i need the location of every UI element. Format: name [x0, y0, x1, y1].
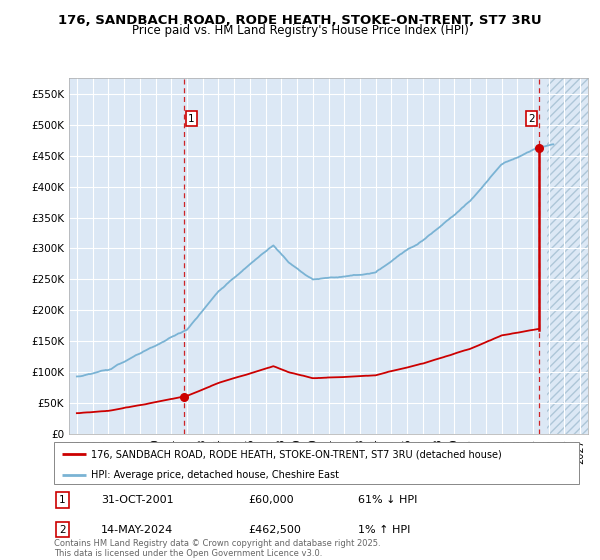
Text: 2: 2	[528, 114, 535, 124]
Text: Contains HM Land Registry data © Crown copyright and database right 2025.
This d: Contains HM Land Registry data © Crown c…	[54, 539, 380, 558]
Text: 2: 2	[59, 525, 66, 535]
Text: 14-MAY-2024: 14-MAY-2024	[101, 525, 173, 535]
Text: 176, SANDBACH ROAD, RODE HEATH, STOKE-ON-TRENT, ST7 3RU: 176, SANDBACH ROAD, RODE HEATH, STOKE-ON…	[58, 14, 542, 27]
Text: £462,500: £462,500	[248, 525, 301, 535]
Text: 1: 1	[59, 495, 66, 505]
Text: 61% ↓ HPI: 61% ↓ HPI	[359, 495, 418, 505]
Text: 176, SANDBACH ROAD, RODE HEATH, STOKE-ON-TRENT, ST7 3RU (detached house): 176, SANDBACH ROAD, RODE HEATH, STOKE-ON…	[91, 449, 502, 459]
Text: Price paid vs. HM Land Registry's House Price Index (HPI): Price paid vs. HM Land Registry's House …	[131, 24, 469, 38]
Text: 31-OCT-2001: 31-OCT-2001	[101, 495, 174, 505]
Text: 1: 1	[188, 114, 195, 124]
FancyBboxPatch shape	[54, 442, 579, 484]
Text: 1% ↑ HPI: 1% ↑ HPI	[359, 525, 411, 535]
Text: £60,000: £60,000	[248, 495, 294, 505]
Text: HPI: Average price, detached house, Cheshire East: HPI: Average price, detached house, Ches…	[91, 470, 339, 480]
Bar	[547, 78, 588, 434]
